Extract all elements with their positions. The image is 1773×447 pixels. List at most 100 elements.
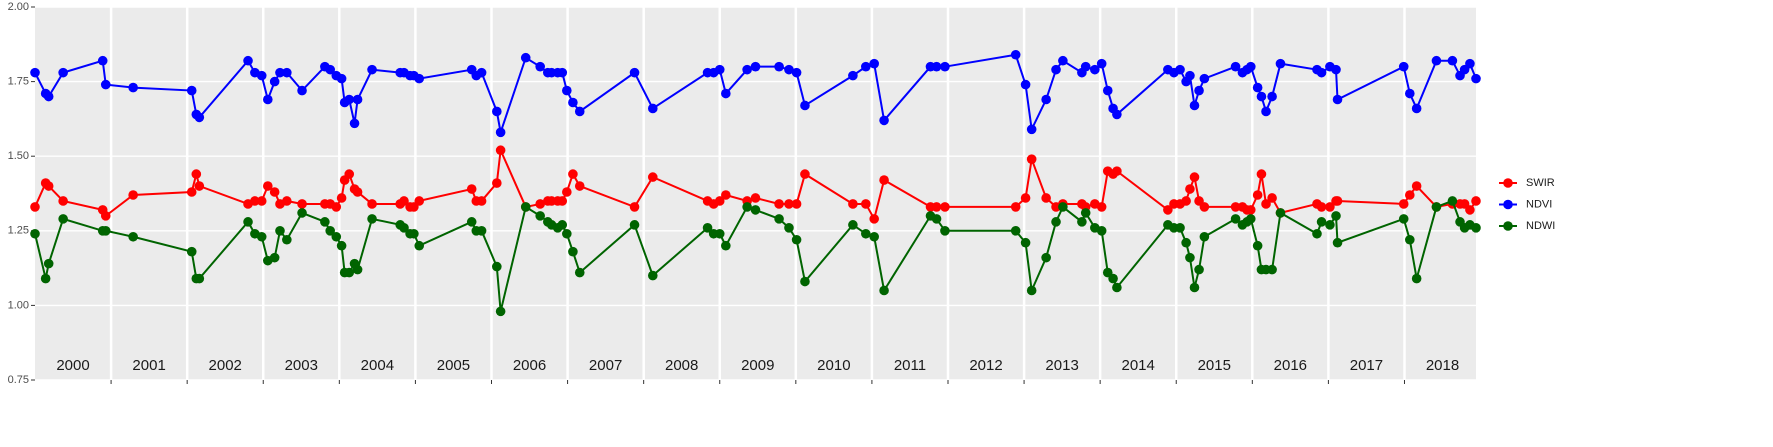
- point: [58, 67, 68, 78]
- point: [1058, 202, 1068, 212]
- point: [367, 64, 377, 75]
- point: [476, 196, 487, 206]
- point: [352, 264, 363, 275]
- point: [492, 178, 502, 188]
- point: [1267, 91, 1277, 102]
- point: [1010, 49, 1021, 60]
- point: [97, 55, 108, 66]
- point: [297, 199, 307, 209]
- point: [1026, 285, 1037, 296]
- point: [194, 273, 205, 284]
- point: [1041, 94, 1051, 105]
- point: [647, 270, 658, 281]
- point: [1080, 208, 1091, 218]
- point: [574, 106, 585, 117]
- point: [1058, 55, 1068, 66]
- point: [1316, 202, 1327, 212]
- point: [940, 226, 950, 236]
- point: [1411, 273, 1422, 284]
- point: [1181, 237, 1191, 248]
- point: [1447, 55, 1458, 66]
- legend-label: NDWI: [1526, 220, 1555, 232]
- point: [562, 228, 572, 239]
- point: [1252, 190, 1263, 200]
- point: [1175, 64, 1185, 75]
- point: [520, 202, 531, 212]
- point: [800, 276, 810, 287]
- point: [1010, 202, 1021, 212]
- legend-point: [1503, 178, 1513, 188]
- point: [750, 193, 761, 203]
- point: [243, 55, 253, 66]
- year-label: 2000: [56, 357, 89, 374]
- point: [30, 228, 40, 239]
- point: [742, 202, 752, 212]
- point: [791, 199, 802, 209]
- point: [128, 231, 138, 242]
- point: [269, 252, 280, 263]
- point: [1026, 124, 1037, 135]
- point: [100, 79, 111, 90]
- point: [791, 67, 802, 78]
- year-label: 2012: [969, 357, 1002, 374]
- point: [1325, 202, 1335, 212]
- year-label: 2005: [437, 357, 470, 374]
- point: [1189, 172, 1200, 182]
- point: [367, 214, 377, 224]
- point: [352, 94, 363, 105]
- year-label: 2018: [1426, 357, 1459, 374]
- point: [1398, 214, 1409, 224]
- y-tick-label: 1.25: [8, 225, 29, 237]
- point: [1194, 264, 1204, 275]
- point: [629, 67, 640, 78]
- point: [750, 205, 761, 215]
- point: [100, 226, 111, 236]
- point: [1312, 228, 1322, 239]
- point: [414, 196, 425, 206]
- point: [931, 202, 942, 212]
- point: [269, 76, 280, 87]
- legend-point: [1503, 221, 1513, 231]
- point: [1185, 70, 1195, 81]
- point: [1020, 79, 1031, 90]
- point: [869, 231, 879, 242]
- point: [784, 199, 794, 209]
- point: [774, 214, 784, 224]
- point: [1051, 64, 1061, 75]
- point: [879, 285, 889, 296]
- point: [784, 64, 794, 75]
- point: [1245, 61, 1256, 72]
- point: [1405, 88, 1415, 99]
- point: [1316, 217, 1327, 227]
- point: [562, 85, 572, 96]
- point: [848, 199, 858, 209]
- point: [1405, 190, 1415, 200]
- point: [191, 169, 202, 179]
- year-label: 2013: [1045, 357, 1078, 374]
- point: [1026, 154, 1037, 164]
- point: [349, 118, 360, 129]
- point: [879, 115, 889, 126]
- point: [535, 199, 545, 209]
- year-label: 2001: [132, 357, 165, 374]
- point: [43, 181, 54, 191]
- point: [1405, 234, 1415, 245]
- point: [861, 199, 871, 209]
- point: [861, 228, 871, 239]
- point: [791, 234, 802, 245]
- y-tick-label: 2.00: [8, 1, 29, 13]
- point: [861, 61, 871, 72]
- point: [1185, 252, 1195, 263]
- year-label: 2014: [1122, 357, 1155, 374]
- point: [940, 202, 950, 212]
- point: [344, 94, 355, 105]
- y-tick-label: 1.50: [8, 150, 29, 162]
- point: [275, 67, 285, 78]
- point: [58, 214, 68, 224]
- point: [325, 226, 335, 236]
- point: [1331, 64, 1341, 75]
- point: [367, 199, 377, 209]
- point: [1041, 252, 1051, 263]
- point: [557, 67, 568, 78]
